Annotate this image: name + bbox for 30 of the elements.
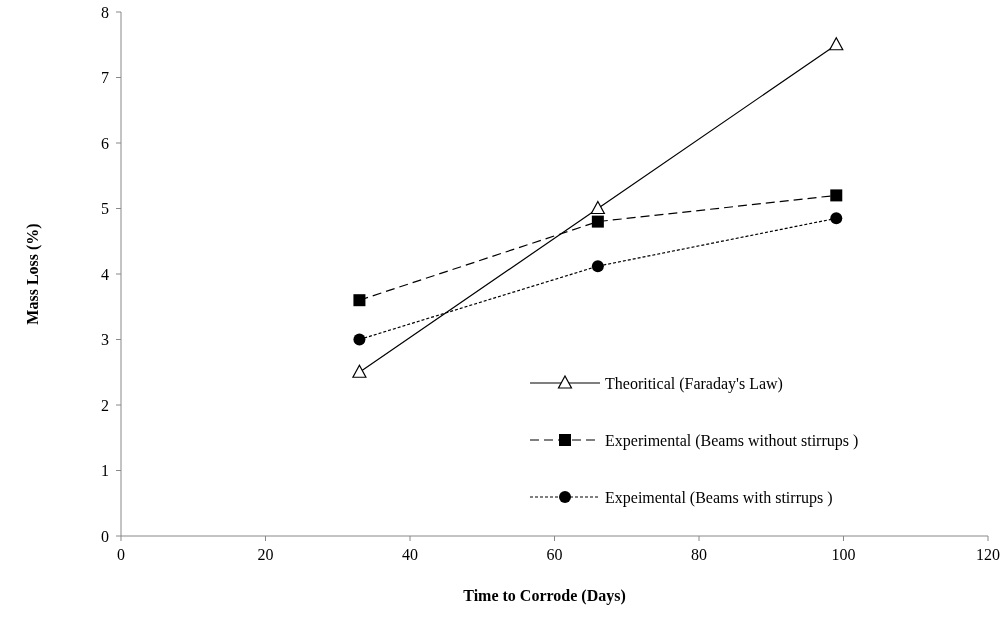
point	[353, 294, 366, 307]
point	[829, 37, 844, 51]
point	[590, 200, 605, 215]
legend-label: Theoritical (Faraday's Law)	[605, 374, 783, 393]
y-tick-label: 8	[101, 3, 109, 21]
point	[830, 189, 843, 202]
y-axis-title: Mass Loss (%)	[24, 223, 42, 325]
y-tick-label: 3	[101, 331, 109, 349]
x-tick-label: 20	[257, 546, 274, 563]
legend-label: Expeimental (Beams with stirrups )	[605, 488, 833, 507]
point	[591, 260, 604, 273]
point	[830, 212, 843, 225]
point	[353, 333, 366, 346]
x-tick-label: 120	[976, 546, 1000, 563]
y-tick-label: 7	[101, 69, 109, 87]
x-tick-label: 40	[402, 546, 418, 563]
x-tick-label: 60	[546, 546, 563, 563]
y-tick-label: 2	[101, 396, 109, 414]
point	[591, 215, 604, 228]
x-tick-label: 80	[691, 546, 707, 563]
x-axis-title: Time to Corrode (Days)	[463, 587, 626, 605]
y-tick-label: 0	[101, 527, 109, 545]
x-tick-label: 0	[117, 546, 125, 563]
y-tick-label: 6	[101, 134, 109, 152]
x-tick-label: 100	[831, 546, 856, 563]
y-tick-label: 4	[101, 265, 109, 283]
legend-label: Experimental (Beams without stirrups )	[605, 431, 859, 450]
point	[352, 364, 367, 378]
y-tick-label: 5	[101, 200, 109, 218]
y-tick-label: 1	[101, 462, 109, 480]
